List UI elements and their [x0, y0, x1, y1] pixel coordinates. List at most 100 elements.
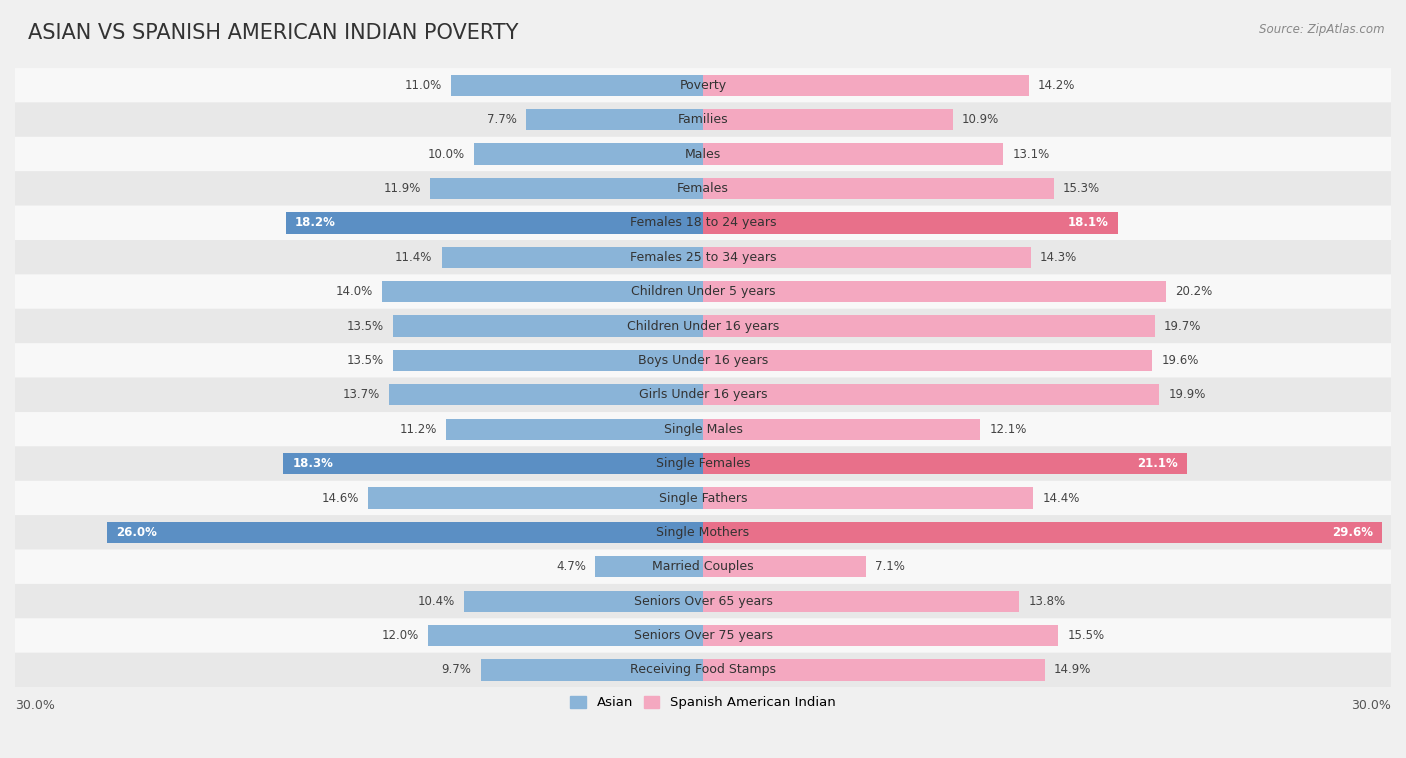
Bar: [285, 212, 703, 233]
FancyBboxPatch shape: [4, 412, 1402, 446]
Bar: [703, 556, 866, 578]
Text: 9.7%: 9.7%: [441, 663, 471, 676]
Text: 4.7%: 4.7%: [557, 560, 586, 573]
FancyBboxPatch shape: [4, 309, 1402, 343]
FancyBboxPatch shape: [4, 205, 1402, 240]
Text: Children Under 5 years: Children Under 5 years: [631, 285, 775, 298]
Text: 15.3%: 15.3%: [1063, 182, 1099, 195]
Text: 7.1%: 7.1%: [875, 560, 905, 573]
Text: 30.0%: 30.0%: [1351, 699, 1391, 713]
Text: Children Under 16 years: Children Under 16 years: [627, 320, 779, 333]
Text: 15.5%: 15.5%: [1067, 629, 1105, 642]
FancyBboxPatch shape: [4, 171, 1402, 205]
Bar: [284, 453, 703, 475]
Text: Single Males: Single Males: [664, 423, 742, 436]
FancyBboxPatch shape: [4, 619, 1402, 653]
Bar: [382, 281, 703, 302]
Text: Source: ZipAtlas.com: Source: ZipAtlas.com: [1260, 23, 1385, 36]
Text: 11.9%: 11.9%: [384, 182, 420, 195]
Bar: [703, 246, 1031, 268]
Text: 13.8%: 13.8%: [1029, 595, 1066, 608]
FancyBboxPatch shape: [4, 481, 1402, 515]
Bar: [703, 659, 1045, 681]
Text: 14.4%: 14.4%: [1042, 491, 1080, 505]
FancyBboxPatch shape: [4, 653, 1402, 688]
Text: 14.6%: 14.6%: [322, 491, 359, 505]
Bar: [446, 418, 703, 440]
Bar: [389, 384, 703, 406]
Text: 26.0%: 26.0%: [115, 526, 157, 539]
Legend: Asian, Spanish American Indian: Asian, Spanish American Indian: [565, 691, 841, 715]
Text: 11.2%: 11.2%: [399, 423, 437, 436]
Text: Females 25 to 34 years: Females 25 to 34 years: [630, 251, 776, 264]
Text: Families: Families: [678, 113, 728, 126]
Text: 14.2%: 14.2%: [1038, 79, 1076, 92]
Bar: [703, 522, 1382, 543]
Text: 7.7%: 7.7%: [488, 113, 517, 126]
Text: Females 18 to 24 years: Females 18 to 24 years: [630, 216, 776, 230]
FancyBboxPatch shape: [4, 550, 1402, 584]
Bar: [703, 178, 1054, 199]
Text: 13.5%: 13.5%: [347, 320, 384, 333]
Text: 11.0%: 11.0%: [405, 79, 441, 92]
Text: 12.1%: 12.1%: [990, 423, 1026, 436]
Bar: [703, 590, 1019, 612]
Bar: [703, 418, 980, 440]
Text: Males: Males: [685, 148, 721, 161]
Bar: [474, 143, 703, 164]
Bar: [703, 384, 1160, 406]
Bar: [703, 453, 1187, 475]
Text: Married Couples: Married Couples: [652, 560, 754, 573]
Text: Single Females: Single Females: [655, 457, 751, 470]
Text: 19.6%: 19.6%: [1161, 354, 1199, 367]
Bar: [703, 143, 1004, 164]
Bar: [703, 212, 1118, 233]
Text: 18.1%: 18.1%: [1069, 216, 1109, 230]
Bar: [107, 522, 703, 543]
Text: 20.2%: 20.2%: [1175, 285, 1213, 298]
Text: Seniors Over 65 years: Seniors Over 65 years: [634, 595, 772, 608]
Bar: [703, 109, 953, 130]
Text: Boys Under 16 years: Boys Under 16 years: [638, 354, 768, 367]
Text: Single Fathers: Single Fathers: [659, 491, 747, 505]
Text: 14.9%: 14.9%: [1054, 663, 1091, 676]
Bar: [394, 349, 703, 371]
Bar: [703, 487, 1033, 509]
Text: 21.1%: 21.1%: [1137, 457, 1178, 470]
Bar: [526, 109, 703, 130]
Text: 10.4%: 10.4%: [418, 595, 456, 608]
Text: 11.4%: 11.4%: [395, 251, 433, 264]
Text: ASIAN VS SPANISH AMERICAN INDIAN POVERTY: ASIAN VS SPANISH AMERICAN INDIAN POVERTY: [28, 23, 519, 42]
Bar: [394, 315, 703, 337]
Text: Girls Under 16 years: Girls Under 16 years: [638, 388, 768, 401]
Text: 10.9%: 10.9%: [962, 113, 1000, 126]
FancyBboxPatch shape: [4, 377, 1402, 412]
FancyBboxPatch shape: [4, 343, 1402, 377]
Bar: [703, 74, 1029, 96]
Text: 13.7%: 13.7%: [343, 388, 380, 401]
Text: 19.9%: 19.9%: [1168, 388, 1206, 401]
Text: Females: Females: [678, 182, 728, 195]
FancyBboxPatch shape: [4, 446, 1402, 481]
Text: 30.0%: 30.0%: [15, 699, 55, 713]
Text: Single Mothers: Single Mothers: [657, 526, 749, 539]
Text: 13.5%: 13.5%: [347, 354, 384, 367]
Bar: [451, 74, 703, 96]
FancyBboxPatch shape: [4, 240, 1402, 274]
Text: 18.3%: 18.3%: [292, 457, 333, 470]
Text: Seniors Over 75 years: Seniors Over 75 years: [634, 629, 772, 642]
Text: Receiving Food Stamps: Receiving Food Stamps: [630, 663, 776, 676]
Text: 13.1%: 13.1%: [1012, 148, 1050, 161]
Bar: [703, 349, 1153, 371]
Bar: [703, 315, 1154, 337]
FancyBboxPatch shape: [4, 137, 1402, 171]
FancyBboxPatch shape: [4, 515, 1402, 550]
Text: 19.7%: 19.7%: [1164, 320, 1201, 333]
FancyBboxPatch shape: [4, 102, 1402, 137]
Bar: [464, 590, 703, 612]
Bar: [703, 281, 1166, 302]
FancyBboxPatch shape: [4, 68, 1402, 102]
Bar: [481, 659, 703, 681]
Bar: [430, 178, 703, 199]
Text: 10.0%: 10.0%: [427, 148, 464, 161]
